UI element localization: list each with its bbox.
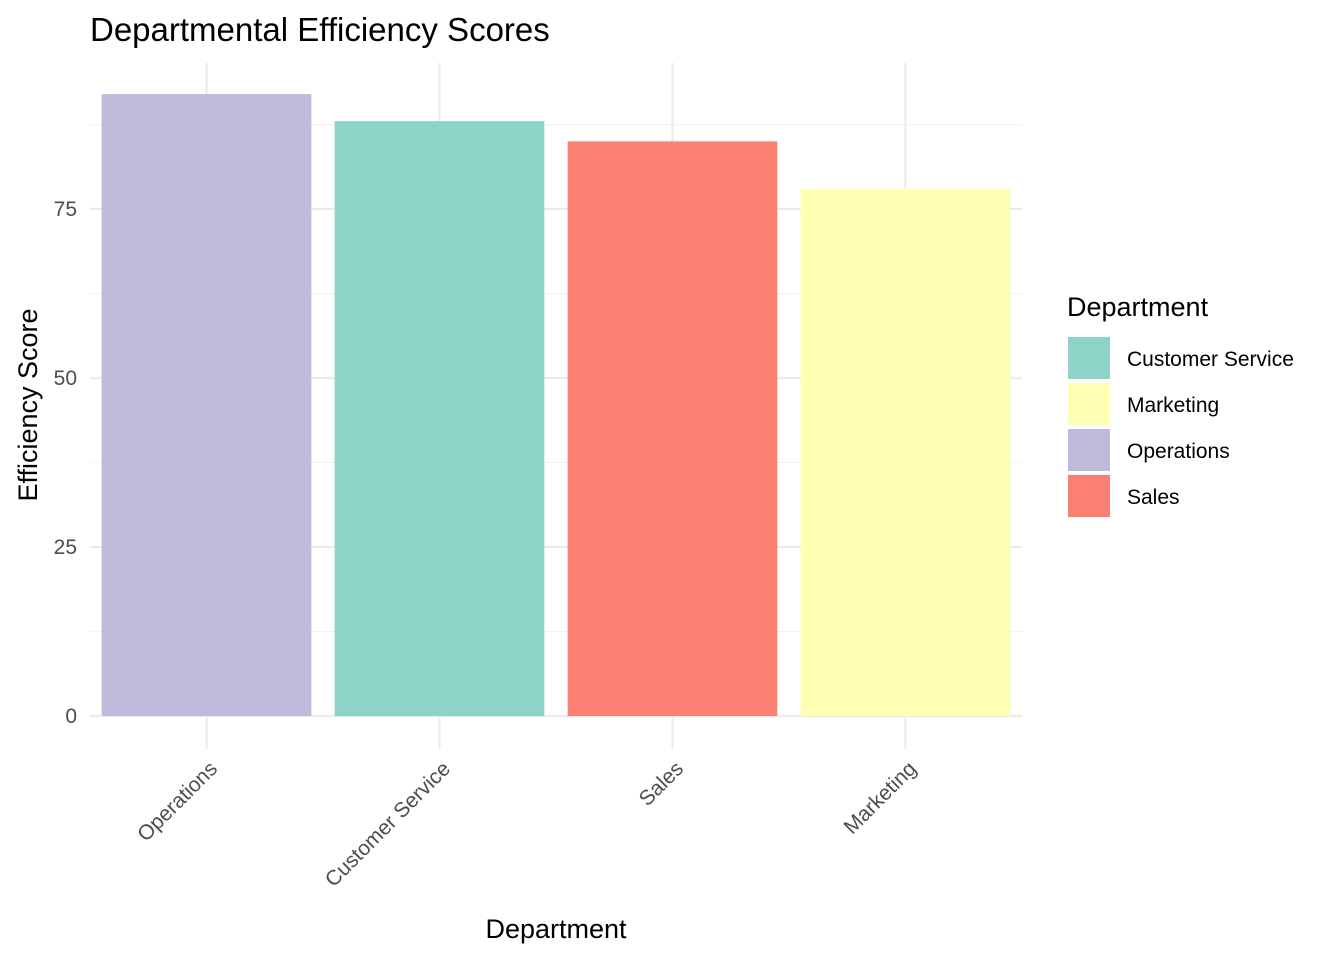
- y-tick-label: 75: [54, 198, 77, 221]
- legend-label: Marketing: [1127, 394, 1219, 417]
- legend-swatch: [1068, 383, 1110, 425]
- x-tick-label: Operations: [133, 757, 222, 846]
- legend-swatch: [1068, 475, 1110, 517]
- y-tick-label: 50: [54, 367, 77, 390]
- y-axis-title: Efficiency Score: [13, 308, 43, 501]
- legend: Department Customer Service Marketing Oper…: [1067, 292, 1294, 517]
- x-axis-ticks: Operations Customer Service Sales Marketing: [133, 757, 921, 891]
- bars: [101, 94, 1011, 717]
- chart-title: Departmental Efficiency Scores: [90, 11, 550, 48]
- x-tick-label: Marketing: [840, 757, 921, 838]
- x-tick-label: Customer Service: [321, 757, 455, 891]
- legend-items: Customer Service Marketing Operations Sales: [1068, 337, 1294, 517]
- bar-sales: [567, 141, 778, 717]
- x-axis-title: Department: [485, 914, 627, 944]
- bar-customer-service: [334, 121, 545, 716]
- y-tick-label: 25: [54, 536, 77, 559]
- bar-marketing: [800, 188, 1011, 717]
- legend-swatch: [1068, 429, 1110, 471]
- x-tick-label: Sales: [635, 757, 688, 810]
- bar-operations: [101, 94, 312, 717]
- legend-label: Sales: [1127, 486, 1180, 509]
- legend-title: Department: [1067, 292, 1209, 322]
- legend-label: Customer Service: [1127, 348, 1294, 371]
- legend-label: Operations: [1127, 440, 1230, 463]
- y-tick-label: 0: [65, 705, 77, 728]
- legend-swatch: [1068, 337, 1110, 379]
- y-axis-ticks: 0 25 50 75: [54, 198, 77, 728]
